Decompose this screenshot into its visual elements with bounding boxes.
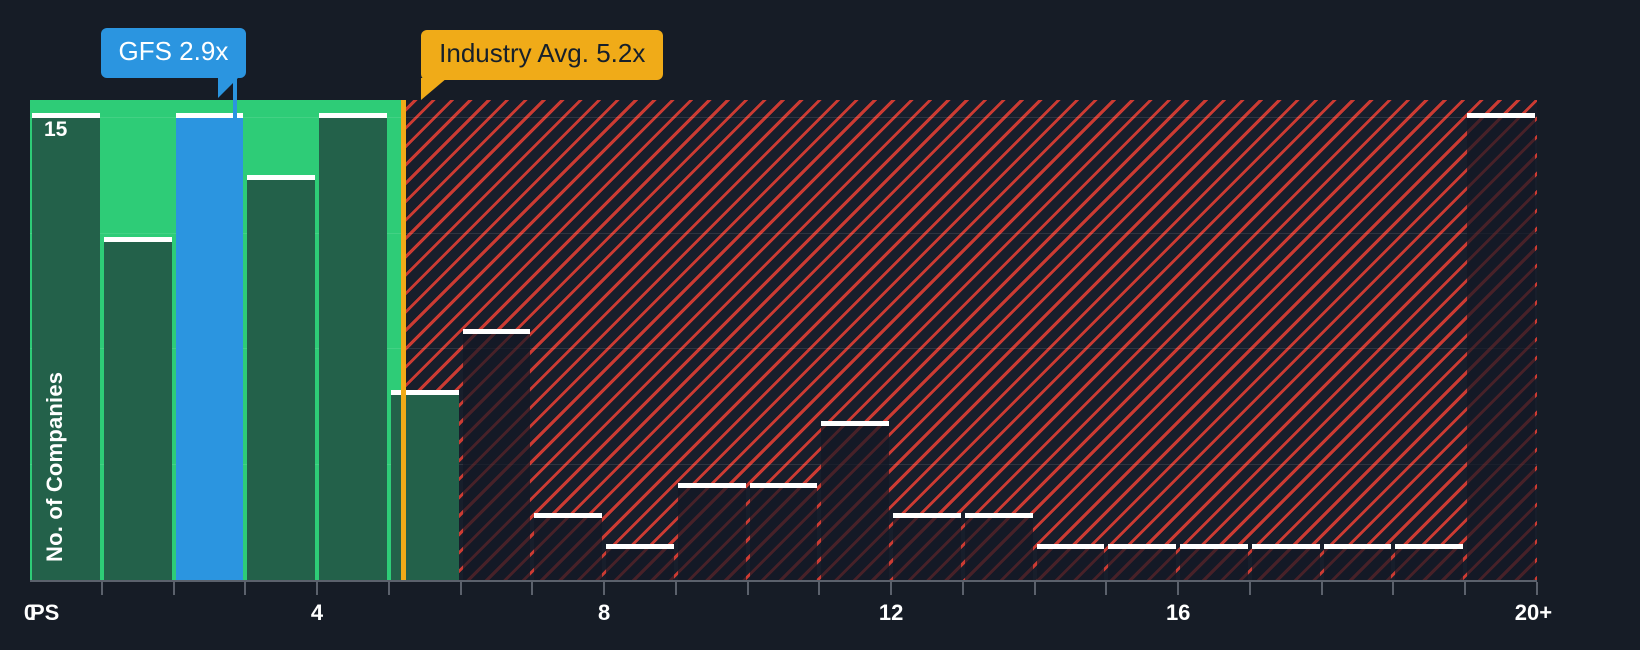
bar-cap [893,513,961,519]
x-axis-label-20plus: 20+ [1514,600,1553,625]
bar-9-10[interactable] [677,482,746,580]
bar-13-14[interactable] [964,513,1033,580]
x-axis-tick [1464,582,1467,595]
x-axis-prefix-label: PS [30,600,60,625]
bar-cap [175,113,244,119]
bar-cap [534,513,603,519]
x-axis-tick [244,582,247,595]
bar-cap [462,328,531,334]
bar-cap [1467,113,1535,119]
gfs-callout-label: GFS 2.9x [118,36,229,66]
bar-18-19[interactable] [1323,544,1392,580]
x-axis-tick [172,582,175,595]
gridline [30,348,1537,350]
bar-16-17[interactable] [1180,544,1248,580]
x-axis-line [30,580,1537,582]
bar-cap [1395,544,1464,550]
bar-cap [390,390,459,396]
x-axis-tick [316,582,319,595]
bar-10-11[interactable] [749,482,818,580]
x-axis-label-16: 16 [1165,600,1191,625]
industry-average-line [401,100,407,580]
bar-cap [32,113,100,119]
x-axis-tick [890,582,893,595]
gfs-callout-tail [218,75,241,98]
x-axis-tick [1320,582,1323,595]
gridline [30,232,1537,234]
y-axis-tick-15: 15 [44,118,68,141]
bar-cap [1251,544,1320,550]
bar-14-15[interactable] [1036,544,1105,580]
bar-3-4[interactable] [247,175,316,580]
bar-11-12[interactable] [821,421,890,580]
bar-cap [964,513,1033,519]
bar-cap [1323,544,1392,550]
x-axis-label-4: 4 [310,600,324,625]
bar-12-13[interactable] [893,513,961,580]
x-axis-tick [1105,582,1108,595]
bar-cap [103,236,172,242]
bar-cap [821,421,890,427]
industry-average-callout-label: Industry Avg. 5.2x [439,38,646,68]
y-axis-label: No. of Companies [42,371,67,562]
bar-cap [1036,544,1105,550]
x-axis-tick [603,582,606,595]
bar-17-18[interactable] [1251,544,1320,580]
bar-20+[interactable] [1467,113,1535,580]
industry-average-callout-tail [421,77,448,100]
x-axis-tick [746,582,749,595]
x-axis-tick [1536,582,1538,595]
bar-15-16[interactable] [1108,544,1177,580]
x-axis-tick [818,582,821,595]
x-axis-tick [531,582,534,595]
x-axis-tick [961,582,964,595]
plot-area: No. of Companies [30,100,1537,580]
industry-average-callout[interactable]: Industry Avg. 5.2x [421,30,664,100]
bar-cap [749,482,818,488]
bar-7-8[interactable] [534,513,603,580]
bar-cap [677,482,746,488]
x-axis-label-8: 8 [597,600,611,625]
x-axis-tick [100,582,103,595]
bar-cap [606,544,674,550]
bar-4-5[interactable] [319,113,387,580]
gfs-callout[interactable]: GFS 2.9x [100,28,247,98]
bar-cap [319,113,387,119]
gfs-leader-line [232,78,237,123]
bar-19-20[interactable] [1395,544,1464,580]
bar-1-2[interactable] [103,236,172,580]
gridline [30,463,1537,465]
x-axis-label-0: 0 [23,600,37,625]
bar-0-1[interactable] [32,113,100,580]
zone-overvalued [403,100,1537,580]
bar-2-3[interactable] [175,113,244,580]
x-axis-tick [387,582,390,595]
x-axis-tick [1248,582,1251,595]
bar-cap [247,175,316,180]
bar-6-7[interactable] [462,328,531,580]
x-axis-tick [1392,582,1395,595]
x-axis-label-12: 12 [878,600,904,625]
gridline [30,117,1537,119]
bar-cap [1180,544,1248,550]
bar-8-9[interactable] [606,544,674,580]
bar-cap [1108,544,1177,550]
x-axis-tick [1177,582,1180,595]
x-axis-tick [674,582,677,595]
x-axis-tick [459,582,462,595]
x-axis-tick [1033,582,1036,595]
